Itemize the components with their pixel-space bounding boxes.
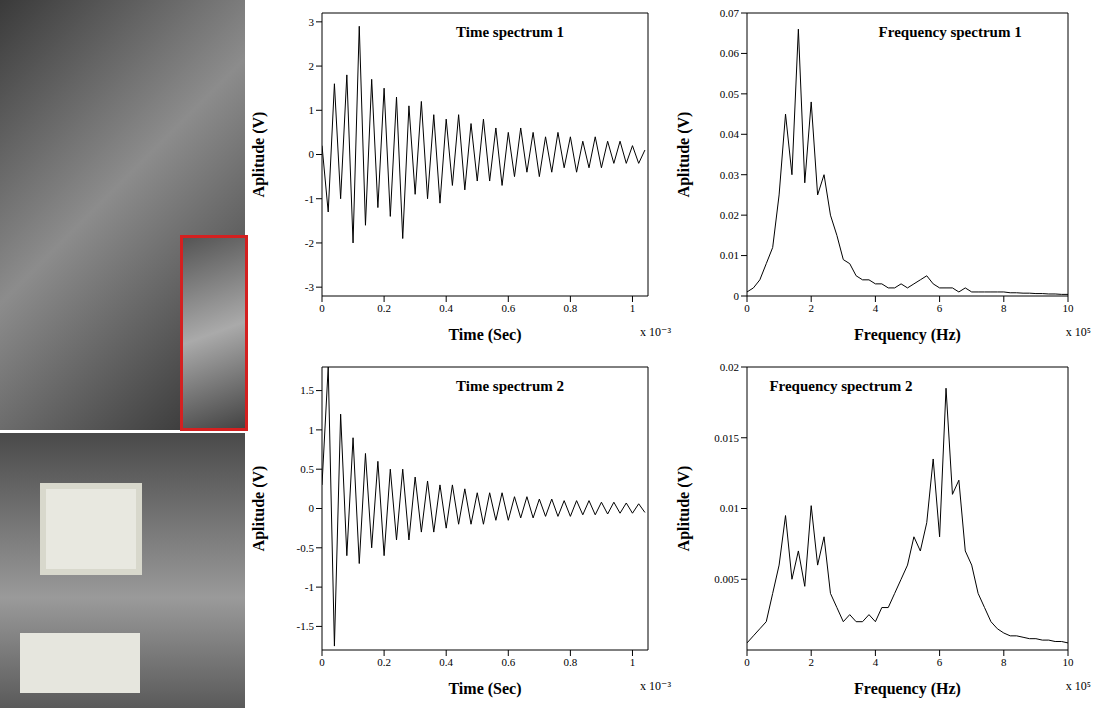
svg-text:0: 0: [309, 148, 315, 160]
svg-text:10: 10: [1063, 656, 1075, 668]
svg-text:2: 2: [309, 60, 315, 72]
html-text:Frequency spectrum 2: Frequency spectrum 2: [769, 378, 913, 394]
svg-text:-1: -1: [305, 581, 314, 593]
html-text:x 10⁵: x 10⁵: [1065, 325, 1091, 339]
svg-text:Aplitude (V): Aplitude (V): [250, 466, 268, 552]
svg-text:0.8: 0.8: [564, 656, 578, 668]
svg-text:Aplitude (V): Aplitude (V): [675, 112, 693, 198]
svg-text:0.05: 0.05: [720, 88, 740, 100]
svg-text:0: 0: [744, 656, 750, 668]
svg-text:0: 0: [744, 302, 750, 314]
svg-text:2: 2: [808, 656, 814, 668]
svg-text:6: 6: [937, 656, 943, 668]
svg-text:0.03: 0.03: [720, 169, 740, 181]
svg-text:0.2: 0.2: [377, 302, 391, 314]
svg-text:3: 3: [309, 16, 315, 28]
svg-text:0: 0: [734, 290, 740, 302]
svg-text:0.5: 0.5: [300, 463, 314, 475]
svg-text:2: 2: [808, 302, 814, 314]
svg-text:1: 1: [630, 656, 636, 668]
svg-text:-3: -3: [305, 281, 315, 293]
svg-text:0.015: 0.015: [714, 432, 739, 444]
svg-text:0.02: 0.02: [720, 209, 739, 221]
svg-text:0.01: 0.01: [720, 249, 739, 261]
svg-text:1.5: 1.5: [300, 384, 314, 396]
svg-text:0.6: 0.6: [501, 302, 515, 314]
svg-text:0.8: 0.8: [564, 302, 578, 314]
svg-text:-1.5: -1.5: [297, 620, 315, 632]
svg-text:4: 4: [873, 656, 879, 668]
svg-text:10: 10: [1063, 302, 1075, 314]
svg-text:1: 1: [630, 302, 636, 314]
html-text:x 10⁻³: x 10⁻³: [640, 679, 671, 693]
svg-text:1: 1: [309, 104, 315, 116]
svg-text:0: 0: [319, 302, 325, 314]
svg-text:0.07: 0.07: [720, 7, 740, 19]
html-text:Frequency spectrum 1: Frequency spectrum 1: [878, 24, 1022, 40]
svg-text:8: 8: [1001, 656, 1007, 668]
svg-text:0.04: 0.04: [720, 128, 740, 140]
svg-text:0: 0: [309, 502, 315, 514]
svg-text:0.005: 0.005: [714, 573, 739, 585]
html-text:x 10⁻³: x 10⁻³: [640, 325, 671, 339]
svg-text:0.01: 0.01: [720, 502, 739, 514]
svg-text:Time (Sec): Time (Sec): [448, 680, 521, 698]
html-text:x 10⁵: x 10⁵: [1065, 679, 1091, 693]
svg-text:0.06: 0.06: [720, 47, 740, 59]
svg-text:6: 6: [937, 302, 943, 314]
svg-text:Frequency (Hz): Frequency (Hz): [854, 326, 961, 344]
svg-text:4: 4: [873, 302, 879, 314]
html-text:Time spectrum 2: Time spectrum 2: [456, 378, 564, 394]
svg-text:0: 0: [319, 656, 325, 668]
svg-text:-1: -1: [305, 193, 314, 205]
svg-text:0.4: 0.4: [439, 656, 453, 668]
svg-text:8: 8: [1001, 302, 1007, 314]
svg-text:Frequency (Hz): Frequency (Hz): [854, 680, 961, 698]
svg-text:0.2: 0.2: [377, 656, 391, 668]
svg-text:0.4: 0.4: [439, 302, 453, 314]
svg-text:1: 1: [309, 424, 315, 436]
svg-text:Aplitude (V): Aplitude (V): [250, 112, 268, 198]
svg-text:0.02: 0.02: [720, 361, 739, 373]
svg-text:Aplitude (V): Aplitude (V): [675, 466, 693, 552]
svg-text:-0.5: -0.5: [297, 542, 315, 554]
html-text:Time spectrum 1: Time spectrum 1: [456, 24, 564, 40]
svg-text:Time (Sec): Time (Sec): [448, 326, 521, 344]
svg-text:-2: -2: [305, 237, 314, 249]
svg-text:0.6: 0.6: [501, 656, 515, 668]
